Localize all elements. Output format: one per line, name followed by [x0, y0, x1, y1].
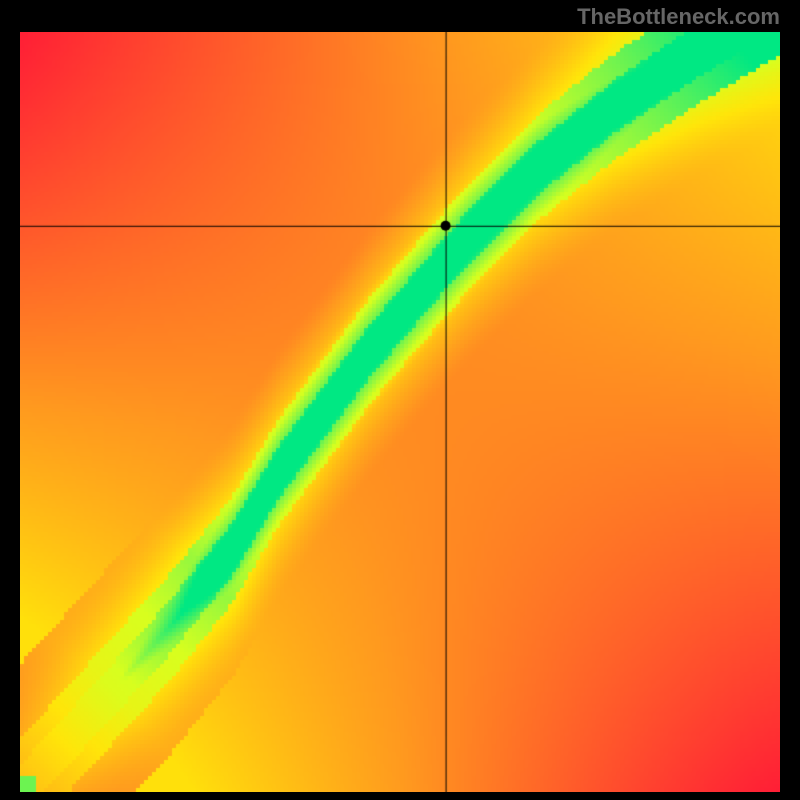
- chart-container: TheBottleneck.com: [0, 0, 800, 800]
- watermark-text: TheBottleneck.com: [577, 4, 780, 30]
- bottleneck-heatmap: [20, 32, 780, 792]
